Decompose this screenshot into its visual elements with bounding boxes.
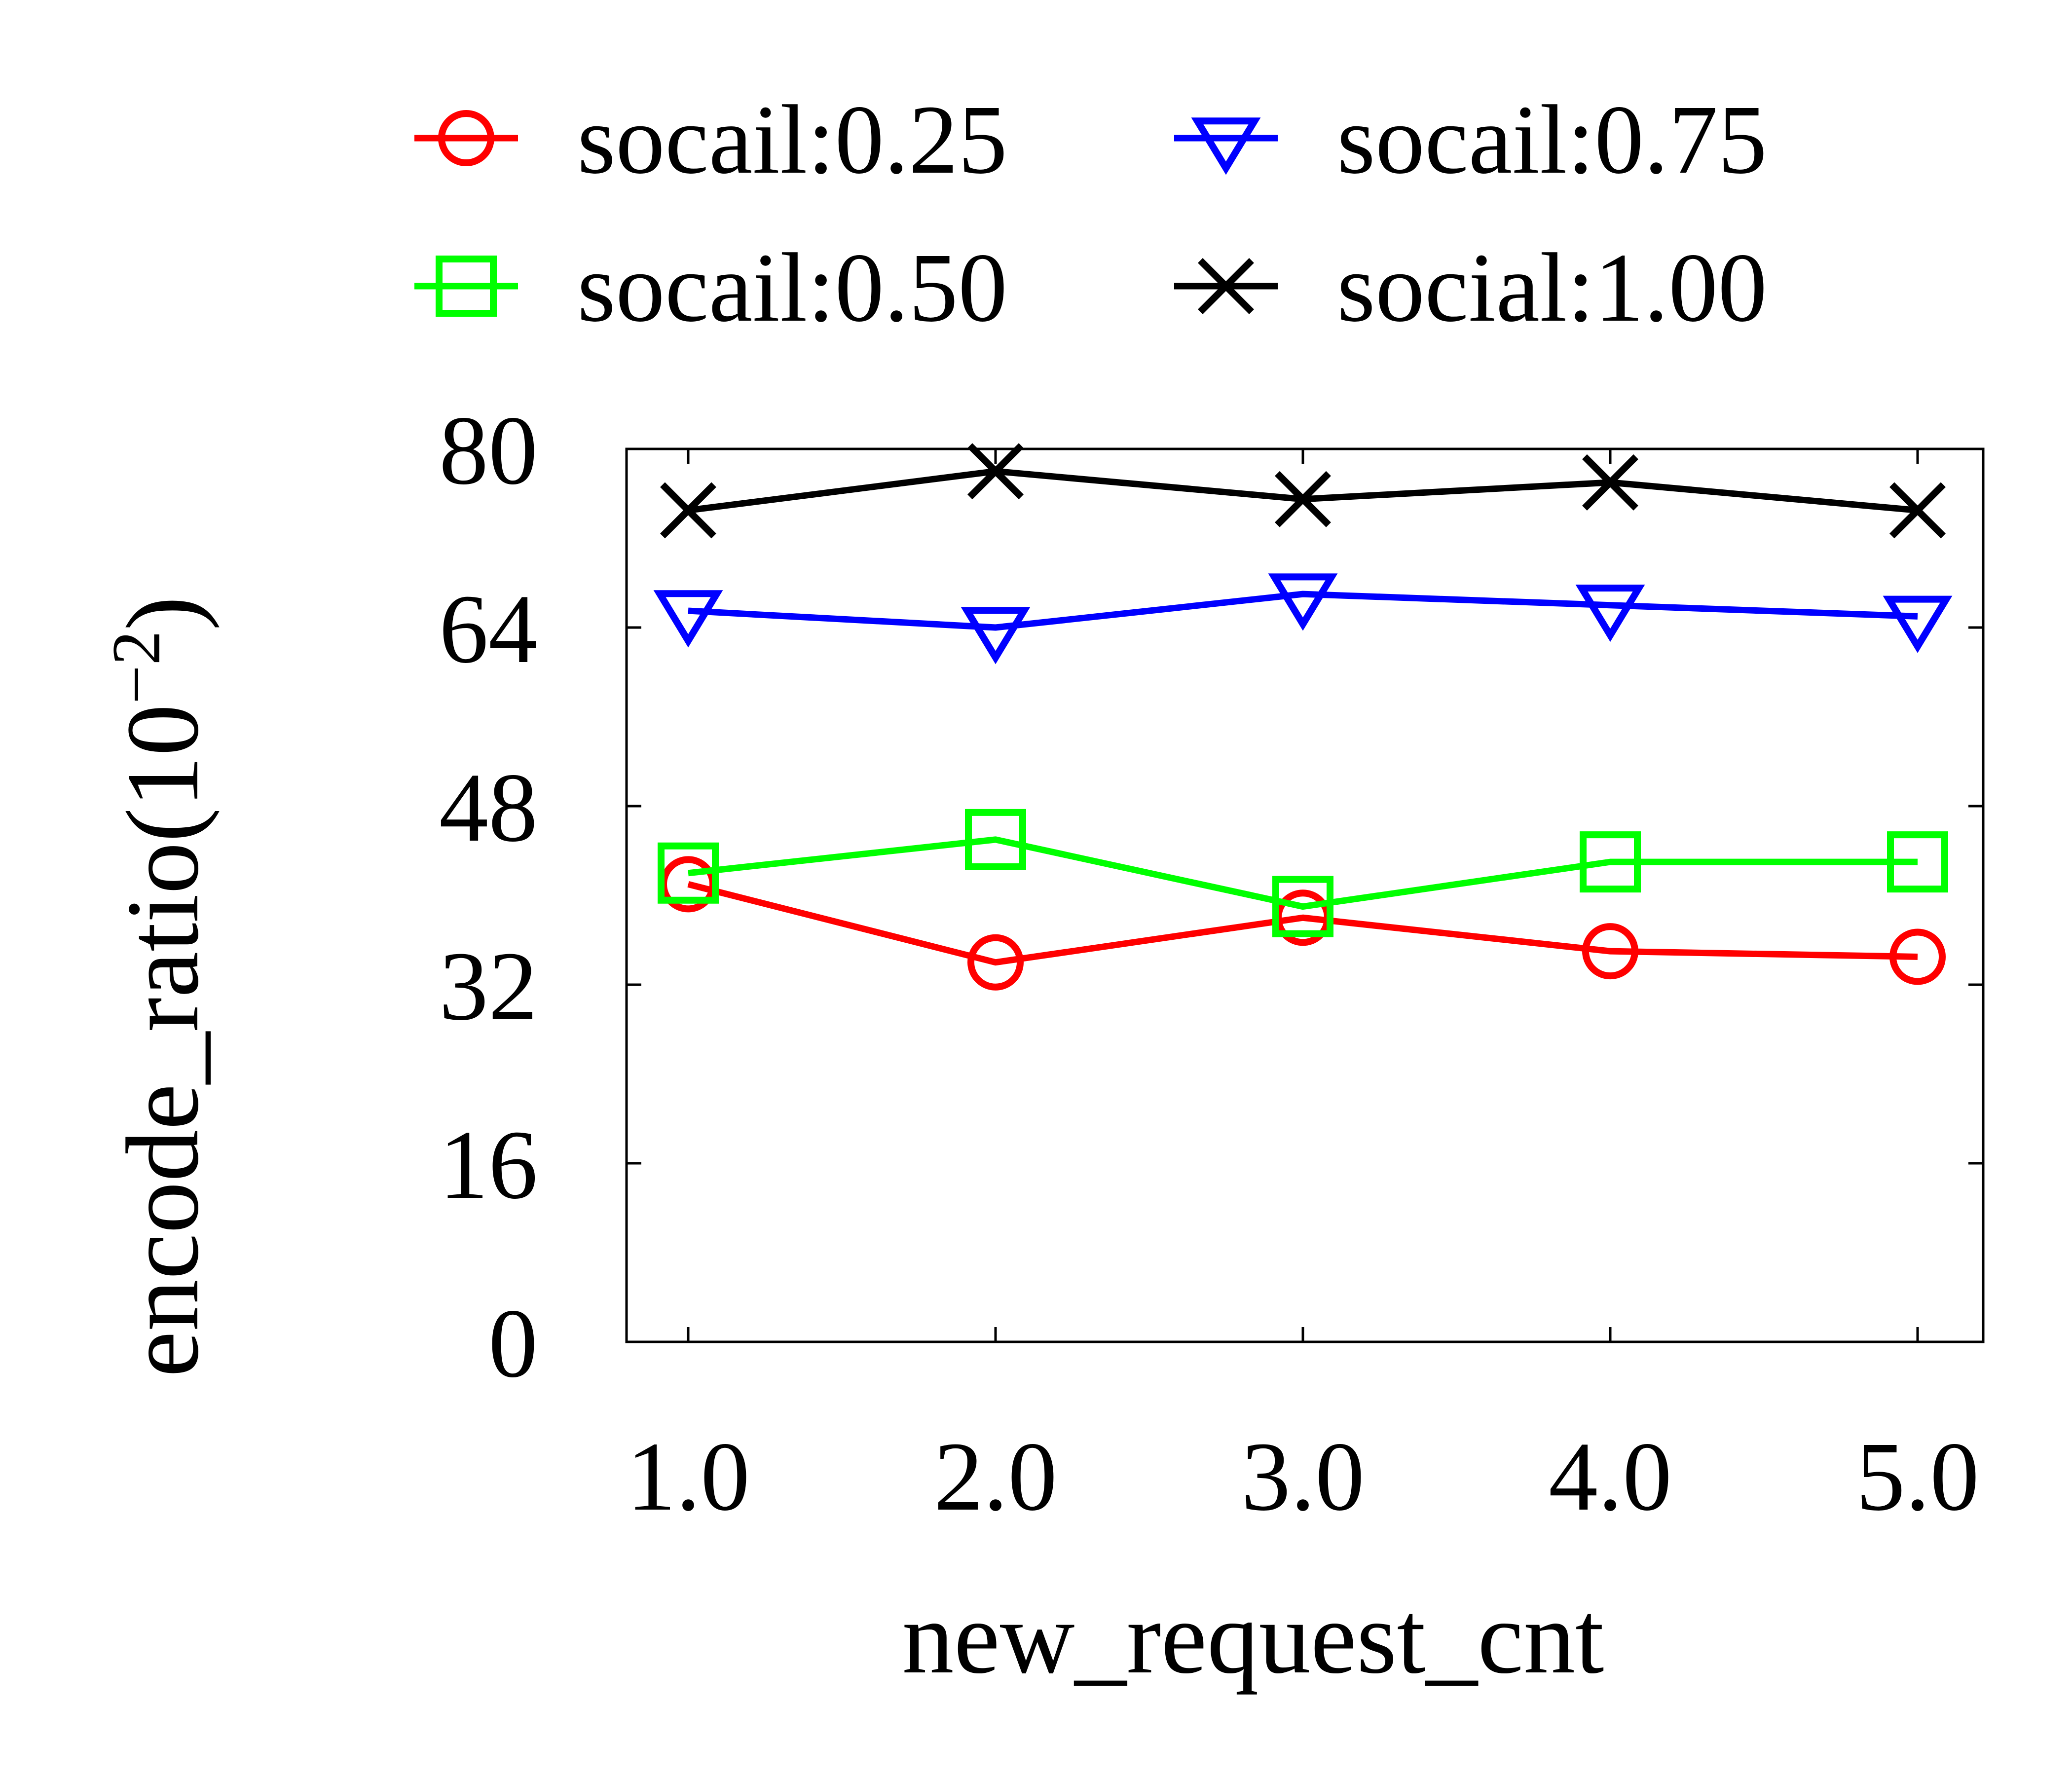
legend-marker — [1198, 258, 1254, 314]
data-point — [1883, 595, 1953, 653]
x-tick-label: 3.0 — [1241, 1422, 1365, 1531]
data-point — [1887, 831, 1948, 893]
y-axis-title: encode_ratio(10−2) — [98, 596, 221, 1377]
plot-frame — [625, 447, 1985, 1343]
series-social-1-00 — [660, 443, 1946, 539]
series-line — [688, 468, 1918, 514]
series-line — [688, 591, 1918, 631]
legend-entry: socail:0.75 — [1174, 85, 1767, 194]
data-point — [1275, 471, 1331, 527]
series-socail-0-75 — [653, 573, 1953, 665]
data-point — [965, 809, 1026, 870]
data-point — [961, 607, 1031, 665]
y-axis-title-close: ) — [106, 596, 220, 630]
x-tick-label: 4.0 — [1549, 1422, 1672, 1531]
legend-label: socail:0.50 — [577, 233, 1007, 342]
series-layer — [653, 443, 1953, 991]
x-axis-title: new_request_cnt — [902, 1581, 1604, 1695]
legend-entry: socail:0.25 — [414, 85, 1007, 194]
data-point — [660, 482, 716, 539]
y-axis: 0 16 32 48 64 80 — [439, 396, 1983, 1398]
legend-label: socail:0.75 — [1337, 85, 1767, 194]
data-point — [1582, 454, 1638, 511]
data-point — [967, 443, 1024, 500]
legend-marker — [438, 110, 494, 166]
series-socail-0-50 — [658, 809, 1948, 937]
data-point — [967, 934, 1024, 991]
y-tick-label: 16 — [439, 1110, 538, 1220]
data-point — [653, 590, 723, 648]
data-point — [1575, 584, 1645, 642]
x-tick-label: 2.0 — [934, 1422, 1057, 1531]
legend-marker — [436, 256, 497, 317]
legend-entry: socail:0.50 — [414, 233, 1007, 342]
svg-text:encode_ratio(10−2): encode_ratio(10−2) — [98, 596, 221, 1377]
data-point — [1580, 831, 1641, 893]
data-point — [1889, 482, 1946, 539]
data-point — [1268, 573, 1338, 631]
x-tick-label: 5.0 — [1856, 1422, 1979, 1531]
legend: socail:0.25 socail:0.75 socail:0.50 social:… — [414, 85, 1767, 342]
series-line — [688, 836, 1918, 910]
y-tick-label: 48 — [439, 753, 538, 862]
legend-marker — [1191, 117, 1261, 175]
y-axis-title-exponent: −2 — [98, 630, 175, 704]
legend-entry: social:1.00 — [1174, 233, 1767, 342]
y-tick-label: 32 — [439, 932, 538, 1041]
y-tick-label: 80 — [439, 396, 538, 505]
series-line — [687, 881, 1918, 966]
data-point — [658, 842, 719, 904]
legend-label: social:1.00 — [1337, 233, 1767, 342]
y-tick-label: 64 — [439, 575, 538, 684]
legend-label: socail:0.25 — [577, 85, 1007, 194]
y-axis-title-main: encode_ratio(10 — [106, 704, 220, 1377]
data-point — [1889, 928, 1946, 985]
data-point — [1582, 923, 1638, 980]
x-tick-label: 1.0 — [627, 1422, 750, 1531]
y-tick-label: 0 — [488, 1289, 538, 1398]
data-point — [1272, 876, 1333, 937]
x-axis: 1.0 2.0 3.0 4.0 5.0 — [627, 449, 1979, 1531]
